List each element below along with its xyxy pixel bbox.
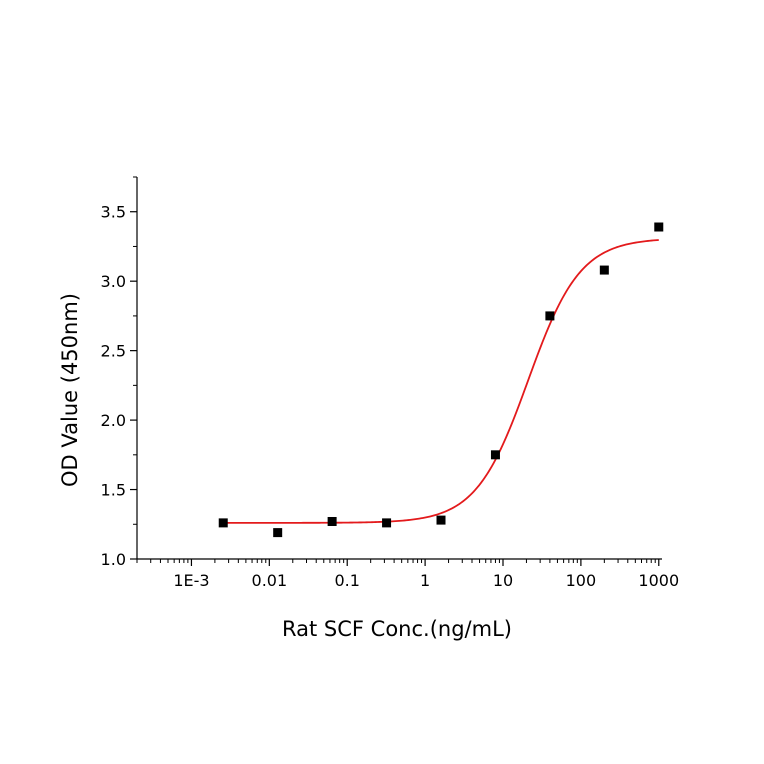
- data-point: [273, 528, 283, 538]
- data-point: [654, 222, 664, 232]
- axis-ticks: 1.0 1.5 2.0 2.5 3.0 3.5 1E-3 0.01 0.1 1 10 100 1000: [101, 176, 679, 590]
- x-tick-label: 1000: [638, 571, 679, 590]
- x-tick-label: 0.01: [252, 571, 288, 590]
- y-tick-label: 2.0: [101, 411, 126, 430]
- data-point: [599, 265, 609, 275]
- data-point: [218, 518, 228, 528]
- data-point: [382, 518, 392, 528]
- x-axis-title: Rat SCF Conc.(ng/mL): [282, 617, 512, 641]
- x-tick-label: 100: [566, 571, 597, 590]
- y-tick-label: 3.0: [101, 272, 126, 291]
- data-point: [545, 311, 555, 321]
- fit-curve: [223, 239, 659, 524]
- y-tick-label: 1.0: [101, 550, 126, 569]
- data-point: [490, 450, 500, 460]
- x-tick-label: 1E-3: [173, 571, 209, 590]
- data-point: [436, 515, 446, 525]
- y-tick-label: 1.5: [101, 481, 126, 500]
- y-axis-title: OD Value (450nm): [58, 293, 82, 487]
- data-points: [218, 222, 664, 538]
- x-tick-label: 0.1: [334, 571, 359, 590]
- y-tick-label: 2.5: [101, 342, 126, 361]
- y-tick-label: 3.5: [101, 203, 126, 222]
- data-point: [327, 516, 337, 526]
- x-tick-label: 1: [420, 571, 430, 590]
- x-tick-label: 10: [493, 571, 513, 590]
